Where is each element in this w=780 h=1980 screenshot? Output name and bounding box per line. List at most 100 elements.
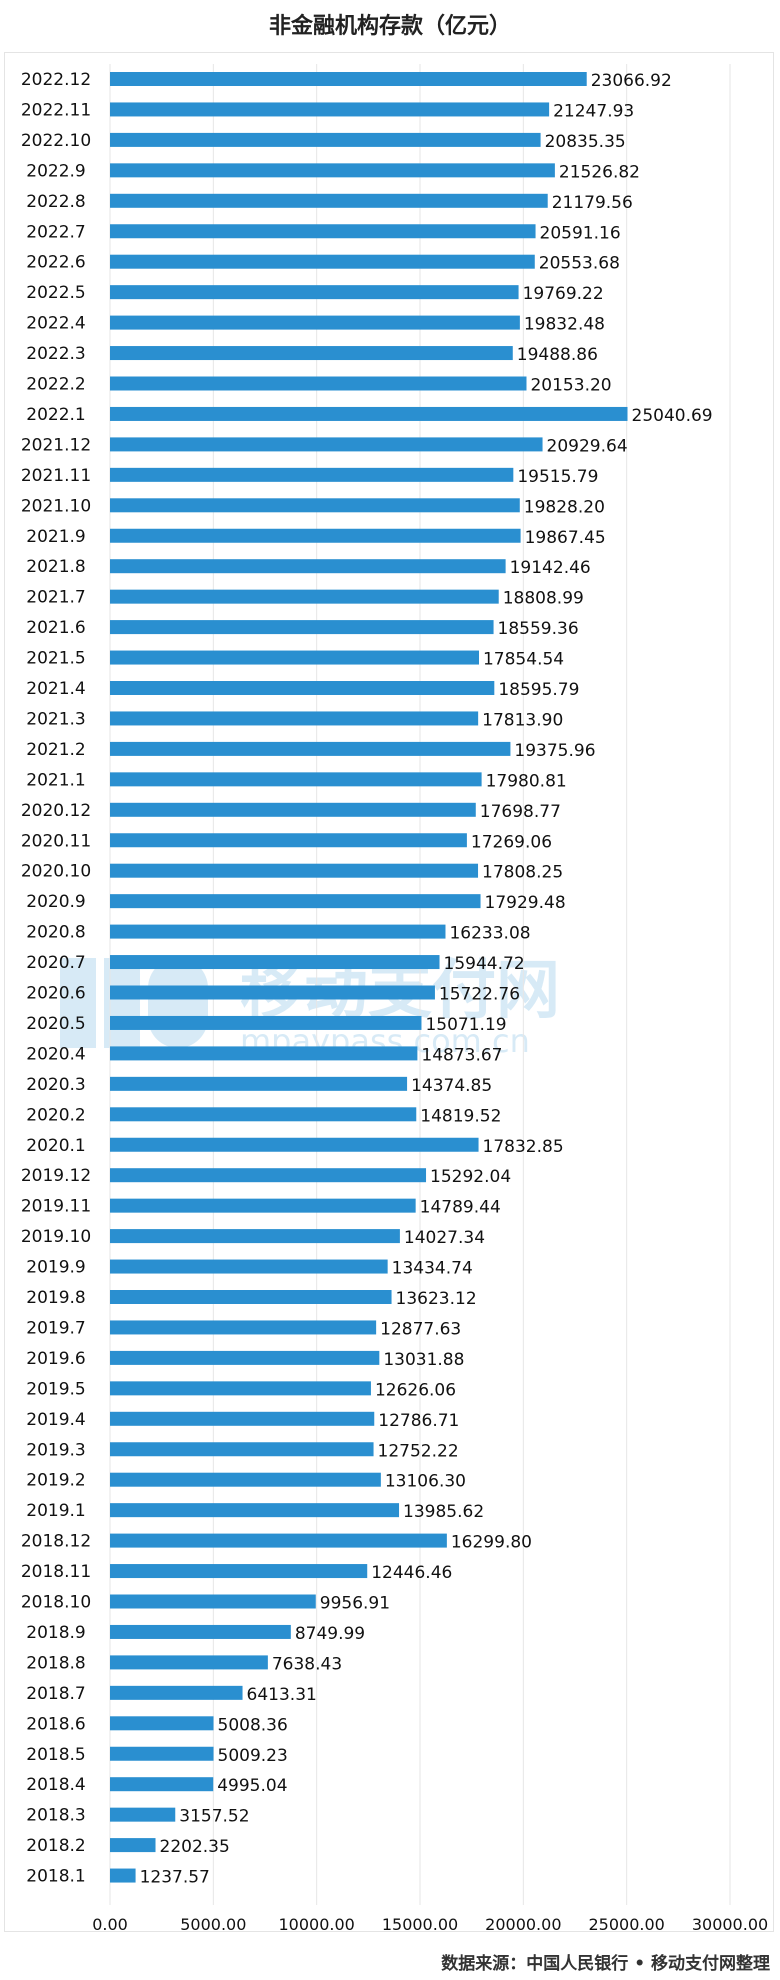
- data-label: 23066.92: [591, 71, 672, 91]
- data-label: 19515.79: [517, 467, 598, 487]
- category-label: 2019.6: [26, 1349, 85, 1369]
- bar: [110, 924, 446, 939]
- bar: [110, 1290, 392, 1304]
- x-tick-label: 20000.00: [485, 1915, 561, 1934]
- category-label: 2019.4: [26, 1410, 85, 1430]
- bar: [110, 772, 482, 787]
- bar: [110, 1746, 214, 1761]
- x-tick-label: 15000.00: [382, 1915, 458, 1934]
- bar: [110, 559, 506, 574]
- bar: [110, 589, 499, 604]
- bar: [110, 1198, 416, 1213]
- data-label: 13106.30: [385, 1472, 466, 1492]
- data-label: 12877.63: [380, 1319, 461, 1339]
- data-label: 12446.46: [371, 1563, 452, 1583]
- bar: [110, 1624, 291, 1639]
- category-label: 2020.4: [26, 1044, 85, 1064]
- category-label: 2022.3: [26, 344, 85, 364]
- bar: [110, 1533, 447, 1548]
- data-label: 21247.93: [553, 101, 634, 121]
- bar: [110, 802, 476, 817]
- data-label: 14819.52: [420, 1106, 501, 1126]
- bar: [110, 955, 440, 970]
- category-label: 2020.7: [26, 953, 85, 973]
- data-label: 5009.23: [218, 1746, 288, 1766]
- bar: [110, 467, 514, 482]
- category-label: 2020.6: [26, 984, 85, 1004]
- bar: [110, 741, 511, 756]
- category-label: 2019.9: [26, 1258, 85, 1278]
- bar: [110, 1107, 417, 1122]
- category-label: 2022.4: [26, 314, 85, 334]
- x-tick-label: 25000.00: [588, 1915, 664, 1934]
- category-label: 2022.6: [26, 253, 85, 273]
- category-label: 2018.5: [26, 1745, 85, 1765]
- category-label: 2018.6: [26, 1714, 85, 1734]
- data-label: 13623.12: [396, 1289, 477, 1309]
- category-label: 2020.8: [26, 923, 85, 943]
- bar: [110, 1777, 214, 1792]
- data-label: 17698.77: [480, 802, 561, 822]
- data-label: 12626.06: [375, 1380, 456, 1400]
- category-label: 2019.1: [26, 1501, 85, 1521]
- bar: [110, 1716, 214, 1731]
- data-label: 14374.85: [411, 1076, 492, 1096]
- bar: [110, 528, 521, 543]
- bar: [110, 1472, 381, 1487]
- category-label: 2022.2: [26, 375, 85, 395]
- category-label: 2021.3: [26, 709, 85, 729]
- category-label: 2019.10: [21, 1227, 91, 1247]
- category-label: 2021.11: [21, 466, 91, 486]
- category-label: 2020.2: [26, 1105, 85, 1125]
- data-label: 19142.46: [510, 558, 591, 578]
- data-label: 17269.06: [471, 832, 552, 852]
- bar: [110, 1503, 400, 1518]
- data-label: 8749.99: [295, 1624, 365, 1644]
- data-label: 18595.79: [498, 680, 579, 700]
- category-label: 2021.5: [26, 649, 85, 669]
- category-label: 2020.11: [21, 831, 91, 851]
- data-label: 15944.72: [444, 954, 525, 974]
- category-label: 2018.1: [26, 1867, 85, 1887]
- category-label: 2020.12: [21, 801, 91, 821]
- data-label: 6413.31: [247, 1685, 317, 1705]
- bar: [110, 72, 587, 86]
- data-label: 13031.88: [383, 1350, 464, 1370]
- data-label: 17813.90: [482, 710, 563, 730]
- data-label: 7638.43: [272, 1654, 342, 1674]
- category-label: 2018.11: [21, 1562, 91, 1582]
- data-label: 1237.57: [140, 1868, 210, 1888]
- data-label: 17854.54: [483, 650, 564, 670]
- bar: [110, 1655, 268, 1670]
- category-label: 2021.1: [26, 770, 85, 790]
- data-label: 18559.36: [498, 619, 579, 639]
- data-label: 13434.74: [392, 1259, 473, 1279]
- bar: [110, 498, 520, 513]
- bar: [110, 1838, 156, 1853]
- category-label: 2019.3: [26, 1440, 85, 1460]
- source-note: 数据来源：中国人民银行 • 移动支付网整理: [441, 1954, 770, 1974]
- data-label: 19488.86: [517, 345, 598, 365]
- category-label: 2018.12: [21, 1532, 91, 1552]
- data-label: 13985.62: [403, 1502, 484, 1522]
- data-label: 17980.81: [486, 771, 567, 791]
- category-label: 2018.8: [26, 1653, 85, 1673]
- data-label: 19828.20: [524, 497, 605, 517]
- bar: [110, 650, 479, 665]
- bar: [110, 1168, 427, 1183]
- data-label: 21179.56: [552, 193, 633, 213]
- category-label: 2019.12: [21, 1166, 91, 1186]
- category-label: 2022.12: [21, 70, 91, 90]
- data-label: 17808.25: [482, 863, 563, 883]
- category-label: 2022.11: [21, 100, 91, 120]
- data-label: 25040.69: [632, 406, 713, 426]
- bar: [110, 985, 435, 1000]
- bar: [110, 1564, 368, 1579]
- category-label: 2022.10: [21, 131, 91, 151]
- category-label: 2020.5: [26, 1014, 85, 1034]
- data-label: 20553.68: [539, 254, 620, 274]
- data-label: 12786.71: [378, 1411, 459, 1431]
- bar: [110, 1594, 316, 1609]
- category-label: 2022.9: [26, 161, 85, 181]
- data-label: 19375.96: [514, 741, 595, 761]
